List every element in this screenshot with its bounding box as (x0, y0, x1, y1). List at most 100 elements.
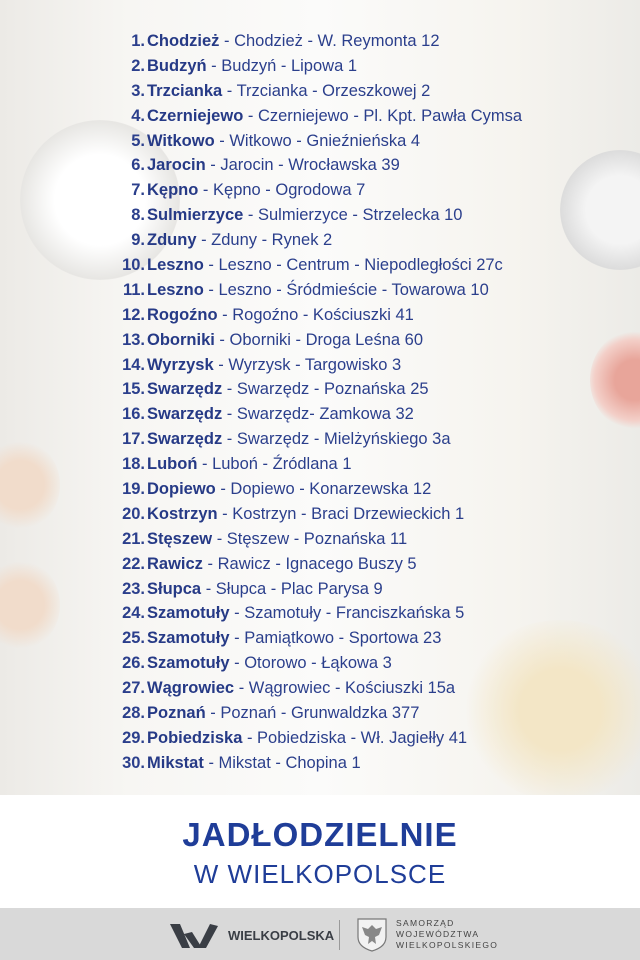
list-item: 14. Wyrzysk - Wyrzysk - Targowisko 3 (0, 353, 640, 378)
item-city: Leszno (147, 256, 204, 275)
item-address: - Zduny - Rynek 2 (196, 231, 333, 250)
item-text: Jarocin - Jarocin - Wrocławska 39 (147, 153, 400, 178)
item-text: Chodzież - Chodzież - W. Reymonta 12 (147, 29, 440, 54)
item-number: 17. (122, 430, 145, 449)
list-item: 23. Słupca - Słupca - Plac Parysa 9 (0, 577, 640, 602)
authority-line: WOJEWÓDZTWA (396, 929, 480, 939)
item-city: Wyrzysk (147, 355, 214, 374)
item-address: - Szamotuły - Franciszkańska 5 (229, 604, 465, 623)
list-item: 19. Dopiewo - Dopiewo - Konarzewska 12 (0, 477, 640, 502)
can-image (20, 120, 180, 280)
list-item: 16. Swarzędz - Swarzędz- Zamkowa 32 (0, 402, 640, 427)
item-city: Szamotuły (147, 604, 230, 623)
item-text: Swarzędz - Swarzędz- Zamkowa 32 (147, 402, 414, 427)
item-city: Budzyń (147, 56, 207, 75)
item-city: Jarocin (147, 156, 206, 175)
item-text: Zduny - Zduny - Rynek 2 (147, 228, 332, 253)
item-number: 13. (122, 330, 145, 349)
item-city: Szamotuły (147, 629, 230, 648)
footer: WIELKOPOLSKA SAMORZĄD WOJEWÓDZTWA WIELKO… (0, 908, 640, 960)
item-number: 5. (131, 131, 145, 150)
item-text: Wyrzysk - Wyrzysk - Targowisko 3 (147, 353, 401, 378)
item-city: Pobiedziska (147, 728, 243, 747)
item-number: 11. (122, 280, 145, 299)
list-item: 30. Mikstat - Mikstat - Chopina 1 (0, 751, 640, 776)
item-number: 22. (122, 554, 145, 573)
item-address: - Dopiewo - Konarzewska 12 (215, 480, 432, 499)
food-sharing-locations-list: 1. Chodzież - Chodzież - W. Reymonta 12 2.… (0, 29, 640, 776)
item-address: - Leszno - Centrum - Niepodległości 27c (203, 256, 503, 275)
item-city: Czerniejewo (147, 106, 244, 125)
item-city: Sulmierzyce (147, 206, 244, 225)
item-text: Słupca - Słupca - Plac Parysa 9 (147, 577, 383, 602)
item-text: Leszno - Leszno - Centrum - Niepodległoś… (147, 253, 503, 278)
item-number: 30. (122, 753, 145, 772)
item-city: Leszno (147, 280, 204, 299)
item-address: - Czerniejewo - Pl. Kpt. Pawła Cymsa (243, 106, 523, 125)
list-item: 4. Czerniejewo - Czerniejewo - Pl. Kpt. P… (0, 104, 640, 129)
item-number: 23. (122, 579, 145, 598)
item-number: 12. (122, 305, 145, 324)
list-item: 2. Budzyń - Budzyń - Lipowa 1 (0, 54, 640, 79)
item-city: Luboń (147, 455, 198, 474)
item-number: 20. (122, 504, 145, 523)
list-item: 11. Leszno - Leszno - Śródmieście - Towar… (0, 278, 640, 303)
item-city: Swarzędz (147, 430, 223, 449)
list-item: 17. Swarzędz - Swarzędz - Mielżyńskiego 3… (0, 427, 640, 452)
item-text: Witkowo - Witkowo - Gnieźnieńska 4 (147, 129, 420, 154)
item-number: 16. (122, 405, 145, 424)
subtitle: W WIELKOPOLSCE (193, 859, 447, 889)
title-section: JADŁODZIELNIE W WIELKOPOLSCE (0, 795, 640, 908)
item-text: Trzcianka - Trzcianka - Orzeszkowej 2 (147, 79, 430, 104)
item-text: Szamotuły - Otorowo - Łąkowa 3 (147, 651, 392, 676)
item-city: Rawicz (147, 554, 203, 573)
item-city: Kępno (147, 181, 199, 200)
list-item: 27. Wągrowiec - Wągrowiec - Kościuszki 15… (0, 676, 640, 701)
item-address: - Chodzież - W. Reymonta 12 (219, 32, 440, 50)
item-number: 28. (122, 704, 145, 723)
item-address: - Mikstat - Chopina 1 (203, 753, 361, 772)
item-address: - Budzyń - Lipowa 1 (206, 56, 358, 75)
item-text: Swarzędz - Swarzędz - Mielżyńskiego 3a (147, 427, 451, 452)
item-address: - Kępno - Ogrodowa 7 (198, 181, 366, 200)
item-number: 2. (131, 56, 145, 75)
item-text: Kostrzyn - Kostrzyn - Braci Drzewieckich… (147, 502, 464, 527)
item-text: Oborniki - Oborniki - Droga Leśna 60 (147, 328, 423, 353)
item-number: 14. (122, 355, 145, 374)
list-item: 25. Szamotuły - Pamiątkowo - Sportowa 23 (0, 626, 640, 651)
item-address: - Swarzędz - Mielżyńskiego 3a (222, 430, 451, 449)
item-number: 1. (131, 32, 145, 50)
item-city: Witkowo (147, 131, 215, 150)
item-address: - Otorowo - Łąkowa 3 (229, 654, 392, 673)
item-number: 26. (122, 654, 145, 673)
item-text: Swarzędz - Swarzędz - Poznańska 25 (147, 377, 429, 402)
item-address: - Jarocin - Wrocławska 39 (205, 156, 400, 175)
item-text: Rawicz - Rawicz - Ignacego Buszy 5 (147, 552, 417, 577)
item-text: Szamotuły - Pamiątkowo - Sportowa 23 (147, 626, 441, 651)
item-text: Czerniejewo - Czerniejewo - Pl. Kpt. Paw… (147, 104, 522, 129)
item-number: 3. (131, 81, 145, 100)
item-address: - Luboń - Źródlana 1 (197, 455, 352, 474)
item-address: - Pamiątkowo - Sportowa 23 (229, 629, 442, 648)
item-city: Oborniki (147, 330, 215, 349)
list-item: 15. Swarzędz - Swarzędz - Poznańska 25 (0, 377, 640, 402)
item-text: Pobiedziska - Pobiedziska - Wł. Jagiełły… (147, 726, 467, 751)
item-city: Stęszew (147, 529, 213, 548)
list-item: 22. Rawicz - Rawicz - Ignacego Buszy 5 (0, 552, 640, 577)
item-number: 21. (122, 529, 145, 548)
item-address: - Leszno - Śródmieście - Towarowa 10 (203, 280, 489, 299)
list-item: 6. Jarocin - Jarocin - Wrocławska 39 (0, 153, 640, 178)
item-city: Swarzędz (147, 405, 223, 424)
list-item: 18. Luboń - Luboń - Źródlana 1 (0, 452, 640, 477)
list-item: 3. Trzcianka - Trzcianka - Orzeszkowej 2 (0, 79, 640, 104)
list-item: 21. Stęszew - Stęszew - Poznańska 11 (0, 527, 640, 552)
item-number: 7. (131, 181, 145, 200)
item-number: 19. (122, 480, 145, 499)
item-number: 8. (131, 206, 145, 225)
item-address: - Wyrzysk - Targowisko 3 (213, 355, 402, 374)
item-address: - Kostrzyn - Braci Drzewieckich 1 (217, 504, 465, 523)
title: JADŁODZIELNIE (182, 816, 458, 853)
item-city: Chodzież (147, 32, 220, 50)
wielkopolska-logo-icon (170, 924, 218, 948)
divider (339, 920, 340, 950)
